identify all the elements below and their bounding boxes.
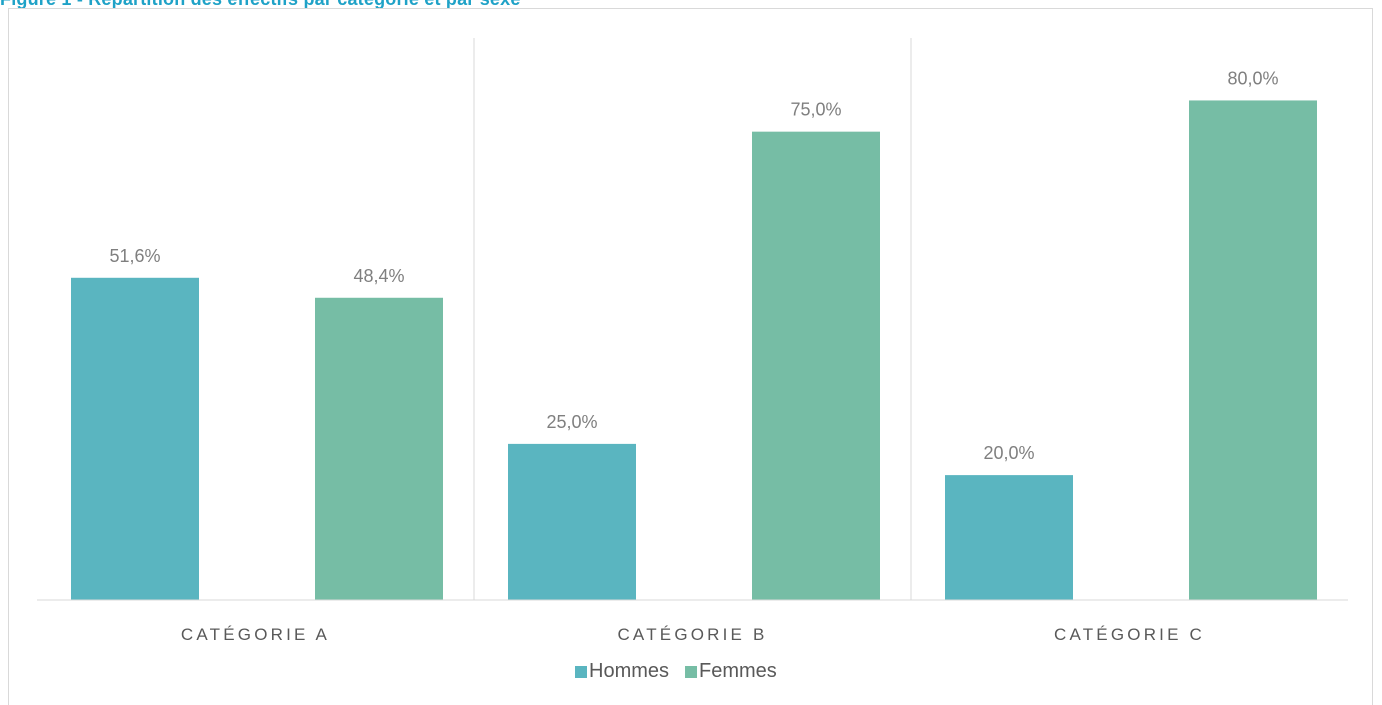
bar-hommes-categorie-c [945,475,1073,600]
bar-femmes-categorie-b [752,131,880,600]
data-label-hommes-categorie-a: 51,6% [109,246,160,266]
data-label-femmes-categorie-a: 48,4% [353,266,404,286]
category-label-categorie-c: CATÉGORIE C [1054,625,1205,644]
bar-hommes-categorie-a [71,277,199,600]
category-label-categorie-b: CATÉGORIE B [617,625,767,644]
data-label-hommes-categorie-b: 25,0% [546,412,597,432]
category-labels-group: CATÉGORIE A CATÉGORIE B CATÉGORIE C [181,625,1205,644]
bar-hommes-categorie-b [508,443,636,600]
data-label-femmes-categorie-b: 75,0% [790,100,841,120]
bar-femmes-categorie-a [315,297,443,600]
bars-group [71,100,1317,600]
legend-label-hommes: Hommes [589,660,669,682]
data-labels-group: 51,6% 48,4% 25,0% 75,0% 20,0% 80,0% [109,68,1278,463]
legend-swatch-hommes [575,666,587,678]
data-label-femmes-categorie-c: 80,0% [1227,68,1278,88]
bar-femmes-categorie-c [1189,100,1317,600]
figure-title: Figure 1 - Répartition des effectifs par… [0,0,521,8]
category-separators [473,38,912,600]
legend: Hommes Femmes [575,660,777,682]
chart-frame [8,8,1373,705]
data-label-hommes-categorie-c: 20,0% [983,443,1034,463]
category-label-categorie-a: CATÉGORIE A [181,625,330,644]
chart-title-strip: Figure 1 - Répartition des effectifs par… [0,0,1382,8]
legend-label-femmes: Femmes [699,660,777,682]
legend-swatch-femmes [685,666,698,678]
